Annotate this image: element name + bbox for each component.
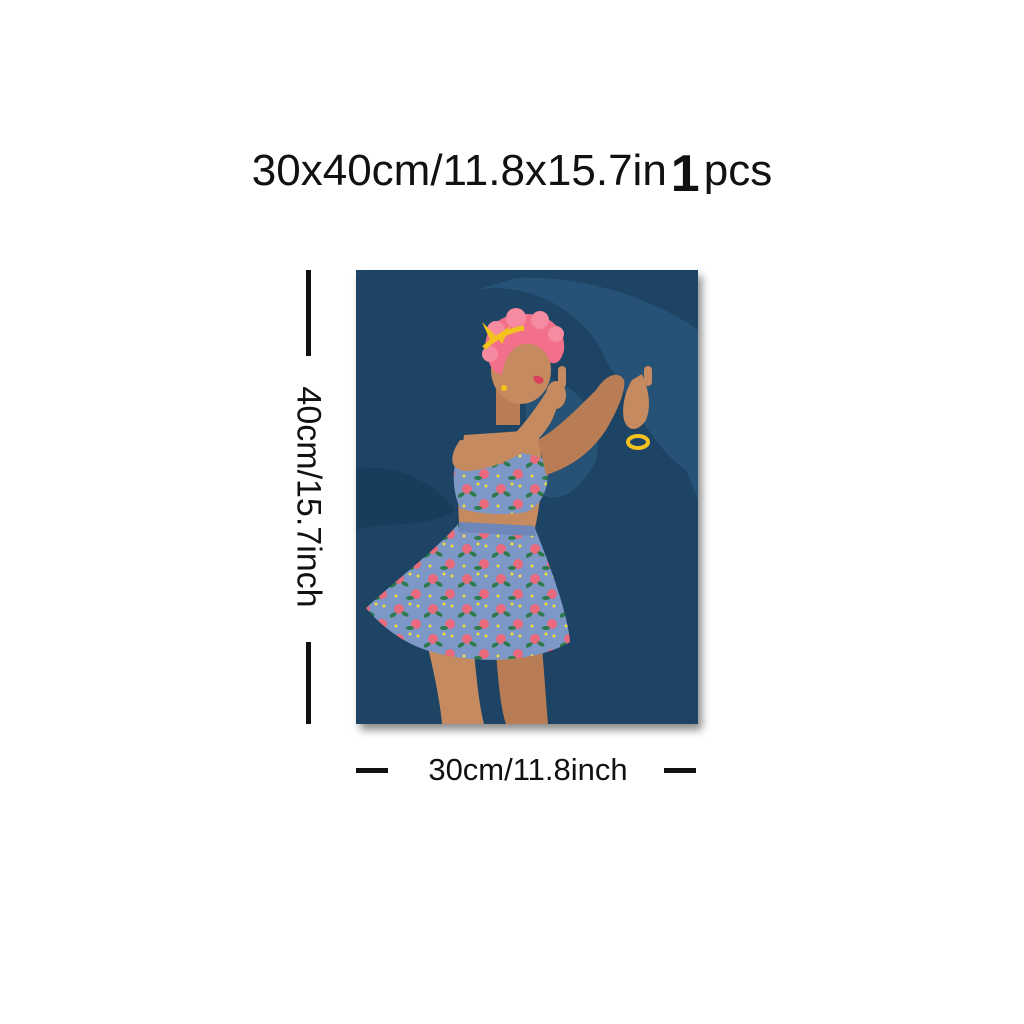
paint-texture [476, 277, 698, 500]
poster-canvas [356, 270, 698, 724]
right-leg [496, 648, 548, 724]
floral-skirt [366, 522, 570, 660]
width-label: 30cm/11.8inch [428, 752, 628, 787]
width-dimension-line-right [664, 768, 696, 773]
raised-arm [538, 374, 625, 475]
poster-artwork [356, 270, 698, 724]
left-leg [428, 648, 484, 724]
earring [501, 385, 507, 391]
headband-bow [482, 322, 510, 344]
size-text: 30x40cm/11.8x15.7in [251, 146, 667, 195]
yellow-bracelet [626, 434, 650, 450]
lips [533, 375, 544, 384]
raised-hand [623, 374, 649, 429]
paint-shadow [356, 467, 456, 530]
bent-arm [452, 382, 560, 471]
height-dimension-line-bottom [306, 642, 311, 724]
width-dimension-line-left [356, 768, 388, 773]
page-title: 30x40cm/11.8x15.7in1pcs [0, 138, 1024, 203]
curly-hair [485, 313, 565, 375]
unit-text: pcs [703, 146, 773, 195]
quantity: 1 [670, 145, 700, 203]
height-label: 40cm/15.7inch [289, 386, 328, 608]
height-dimension-line-top [306, 270, 311, 356]
